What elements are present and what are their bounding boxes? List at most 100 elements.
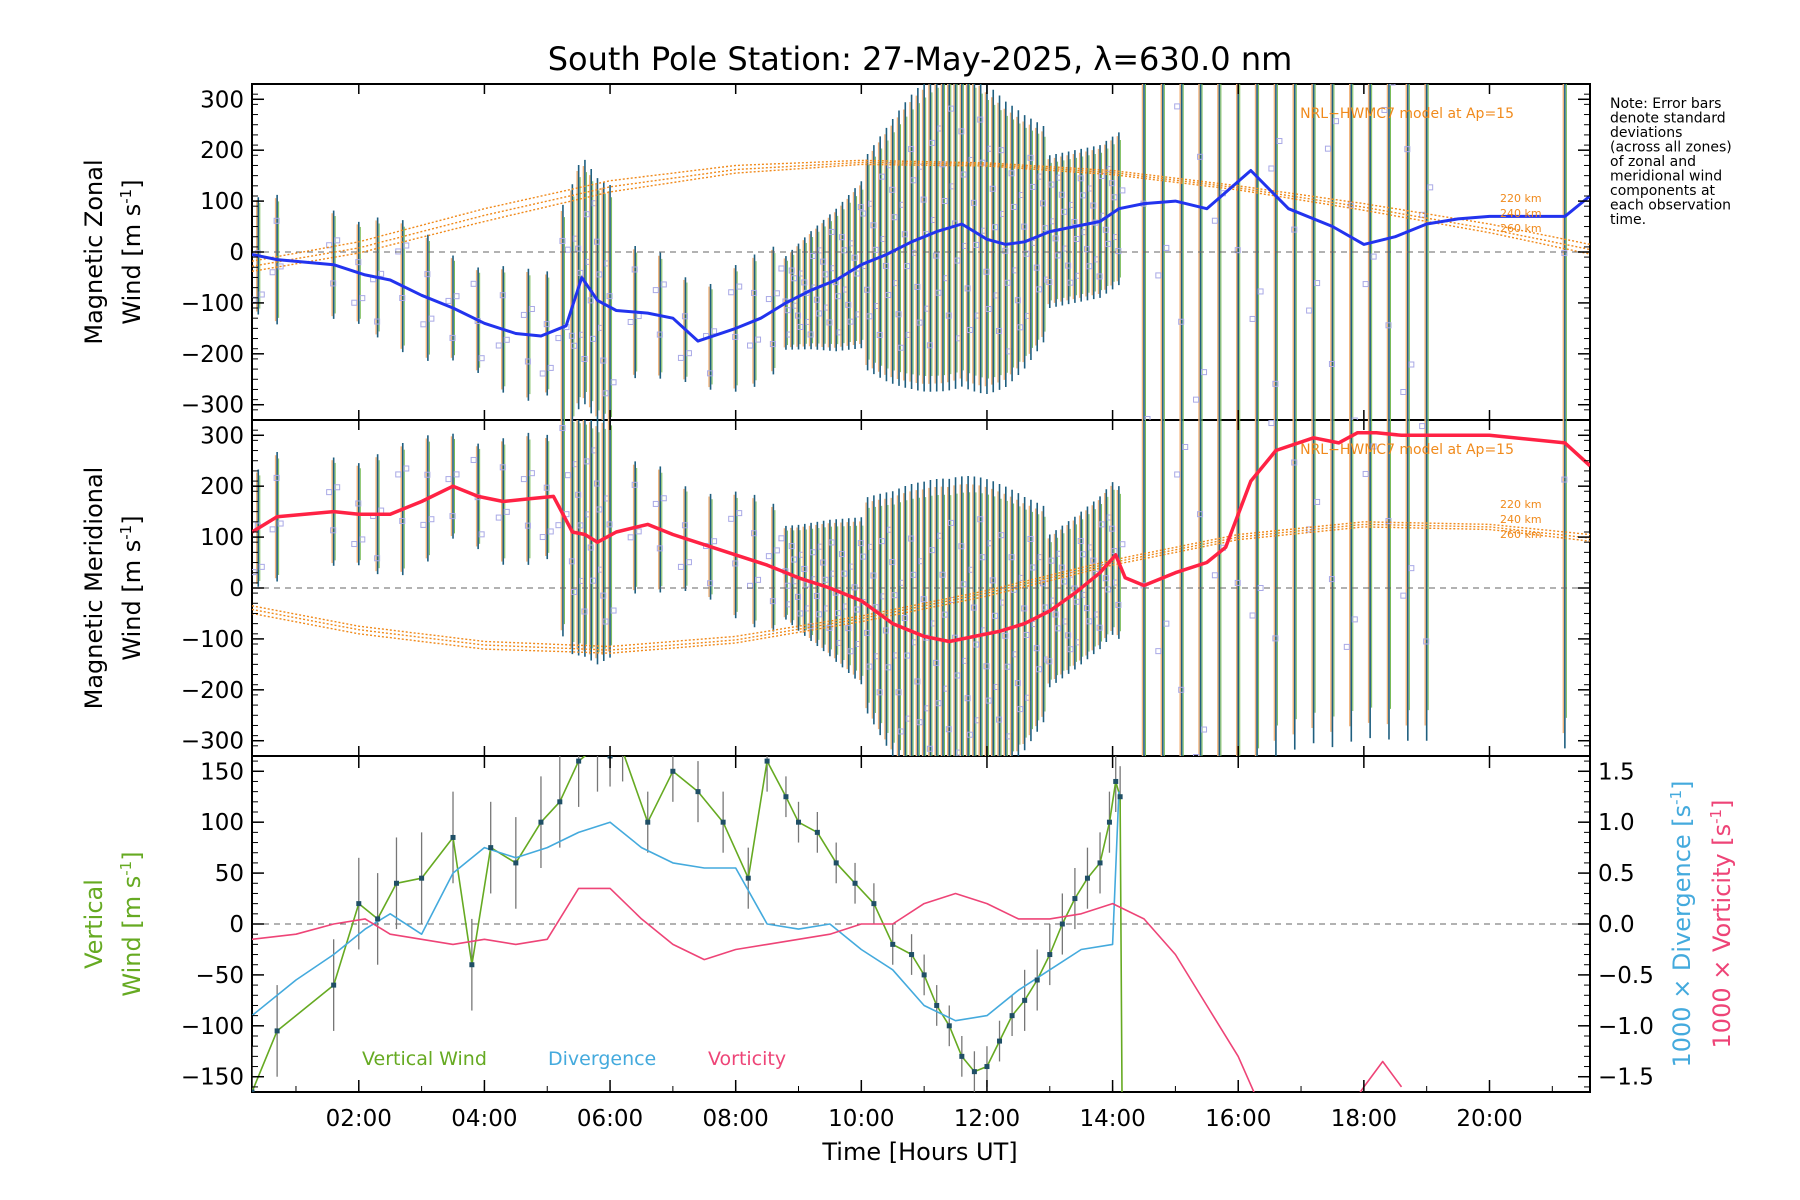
zonal-zone-point bbox=[895, 311, 902, 318]
zonal-zone-point bbox=[1367, 39, 1372, 44]
zonal-zone-point bbox=[807, 331, 814, 338]
vertical-wind-point bbox=[1113, 778, 1119, 784]
zonal-zone-point bbox=[503, 336, 510, 343]
vertical-wind-point bbox=[670, 768, 676, 774]
merid-zone-point bbox=[891, 592, 898, 599]
legend-vorticity: Vorticity bbox=[708, 1048, 786, 1070]
zonal-zone-point bbox=[866, 313, 873, 320]
merid-zone-point bbox=[847, 648, 854, 655]
zonal-zone-point bbox=[755, 336, 762, 343]
zonal-zone-point bbox=[908, 146, 915, 153]
zonal-zone-point bbox=[559, 237, 566, 244]
vertical-wind-point bbox=[1072, 896, 1078, 902]
merid-zone-point bbox=[524, 522, 531, 529]
zonal-zone-point bbox=[765, 296, 772, 303]
merid-zone-point bbox=[1419, 423, 1426, 430]
meridional-model-alt-240: 240 km bbox=[1500, 513, 1542, 526]
merid-zone-point bbox=[610, 607, 617, 614]
vertical-wind-point bbox=[745, 875, 751, 881]
zonal-zone-point bbox=[656, 331, 663, 338]
vertical-wind-point bbox=[274, 1028, 280, 1034]
zonal-zone-point bbox=[1291, 226, 1298, 233]
zonal-zone-point bbox=[1017, 324, 1024, 331]
zonal-zone-point bbox=[773, 290, 780, 297]
merid-zone-point bbox=[845, 625, 852, 632]
zonal-zone-point bbox=[1002, 247, 1009, 254]
zonal-zone-point bbox=[1035, 286, 1042, 293]
zonal-zone-point bbox=[1178, 318, 1185, 325]
vertical-ylabel: Vertical bbox=[80, 879, 108, 969]
merid-zone-point bbox=[355, 500, 362, 507]
merid-zone-point bbox=[403, 465, 410, 472]
zonal-zone-point bbox=[334, 237, 341, 244]
merid-zone-point bbox=[1137, 368, 1142, 373]
merid-zone-point bbox=[910, 571, 917, 578]
merid-zone-point bbox=[1090, 557, 1097, 564]
merid-zone-point bbox=[559, 425, 566, 432]
merid-zone-point bbox=[1201, 726, 1208, 733]
meridional-model-curves bbox=[252, 521, 1590, 654]
zonal-zone-point bbox=[424, 271, 431, 278]
zonal-zone-point bbox=[784, 307, 791, 314]
zonal-zone-point bbox=[736, 283, 743, 290]
merid-zone-point bbox=[866, 663, 873, 670]
chart-title: South Pole Station: 27-May-2025, λ=630.0… bbox=[548, 40, 1293, 78]
vertical-ytick-label: 50 bbox=[215, 861, 244, 887]
merid-zone-point bbox=[895, 689, 902, 696]
zonal-zone-point bbox=[1328, 361, 1335, 367]
vertical-ytick-label: −150 bbox=[181, 1065, 244, 1091]
vertical-ytick-label: 0 bbox=[229, 912, 244, 938]
merid-zone-point bbox=[958, 543, 965, 550]
zonal-zone-point bbox=[1389, 84, 1396, 86]
zonal-zone-point bbox=[926, 342, 933, 349]
merid-zone-point bbox=[1096, 624, 1103, 631]
zonal-zone-point bbox=[966, 326, 973, 333]
merid-zone-point bbox=[273, 474, 280, 481]
zonal-zone-point bbox=[1160, 30, 1165, 35]
zonal-zone-point bbox=[1109, 180, 1116, 187]
vertical-wind-point bbox=[1034, 977, 1040, 983]
zonal-zone-point bbox=[1311, 65, 1316, 70]
zonal-model-260km bbox=[252, 163, 1590, 272]
merid-zone-point bbox=[1249, 612, 1256, 619]
merid-zone-point bbox=[445, 476, 452, 483]
zonal-zone-point bbox=[864, 286, 871, 293]
merid-zone-point bbox=[788, 543, 795, 550]
zonal-zone-point bbox=[1023, 250, 1030, 257]
merid-zone-point bbox=[478, 531, 485, 538]
merid-zone-point bbox=[1155, 648, 1162, 655]
meridional-model-alt-220: 220 km bbox=[1500, 498, 1542, 511]
zonal-zone-point bbox=[1561, 250, 1568, 257]
merid-zone-point bbox=[914, 678, 921, 685]
zonal-zone-point bbox=[707, 370, 714, 377]
merid-zone-point bbox=[1052, 611, 1059, 618]
vertical-wind-point bbox=[833, 860, 839, 866]
zonal-zone-point bbox=[577, 269, 584, 276]
zonal-zone-point bbox=[1404, 146, 1411, 153]
merid-zone-point bbox=[864, 629, 871, 636]
zonal-zone-point bbox=[543, 321, 550, 328]
merid-zone-point bbox=[809, 549, 816, 556]
merid-zone-point bbox=[374, 555, 381, 562]
zonal-zone-point bbox=[1046, 279, 1053, 286]
zonal-zone-point bbox=[589, 335, 596, 342]
merid-zone-point bbox=[820, 559, 827, 566]
x-tick-label: 20:00 bbox=[1456, 1106, 1522, 1132]
zonal-zone-point bbox=[1073, 236, 1080, 243]
zonal-zone-point bbox=[1067, 279, 1074, 286]
merid-zone-point bbox=[1197, 511, 1204, 518]
zonal-zone-point bbox=[652, 287, 659, 294]
merid-zone-point bbox=[520, 476, 527, 483]
vertical-wind-point bbox=[1117, 794, 1123, 800]
vertical-wind-point bbox=[783, 794, 789, 800]
merid-zone-point bbox=[568, 558, 575, 565]
zonal-zone-point bbox=[841, 247, 848, 254]
x-tick-label: 08:00 bbox=[703, 1106, 769, 1132]
zonal-zone-point bbox=[330, 280, 337, 287]
vertical-wind-point bbox=[1097, 860, 1103, 866]
merid-zone-point bbox=[1328, 576, 1335, 583]
merid-zone-point bbox=[685, 559, 692, 566]
zonal-zone-point bbox=[1314, 280, 1321, 287]
zonal-zone-point bbox=[627, 318, 634, 325]
